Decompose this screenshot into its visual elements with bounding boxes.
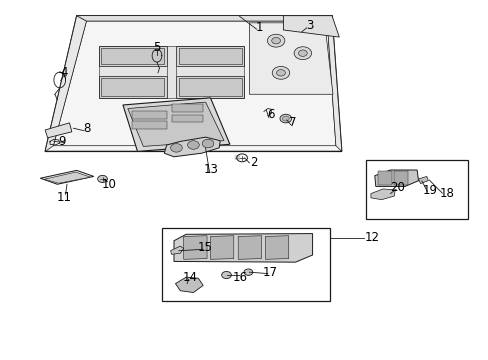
Circle shape [280, 114, 291, 123]
Text: 7: 7 [289, 116, 296, 129]
Polygon shape [179, 78, 242, 96]
Circle shape [272, 66, 289, 79]
Polygon shape [122, 98, 229, 152]
Polygon shape [210, 236, 233, 259]
Text: 1: 1 [255, 21, 262, 33]
Circle shape [98, 175, 107, 183]
Text: 15: 15 [197, 240, 212, 254]
Polygon shape [45, 123, 72, 138]
Polygon shape [170, 246, 183, 254]
Polygon shape [101, 78, 164, 96]
Polygon shape [175, 277, 203, 293]
Polygon shape [131, 111, 166, 119]
Polygon shape [131, 121, 166, 129]
Bar [366, 160, 467, 219]
Text: 13: 13 [203, 163, 219, 176]
Polygon shape [45, 16, 341, 152]
Text: 4: 4 [61, 66, 68, 79]
Text: 8: 8 [82, 122, 90, 135]
Text: 19: 19 [422, 184, 437, 197]
Polygon shape [174, 234, 312, 262]
Text: 11: 11 [57, 191, 72, 204]
Circle shape [267, 34, 285, 47]
Text: 10: 10 [102, 178, 117, 191]
Polygon shape [99, 76, 166, 98]
Polygon shape [99, 46, 166, 66]
Polygon shape [183, 236, 206, 259]
Polygon shape [377, 171, 391, 185]
Text: 5: 5 [153, 41, 161, 54]
Polygon shape [101, 48, 164, 64]
Polygon shape [176, 46, 244, 66]
Circle shape [244, 269, 252, 275]
Polygon shape [166, 46, 176, 98]
Polygon shape [326, 16, 341, 152]
Polygon shape [127, 102, 224, 147]
Text: 3: 3 [306, 19, 313, 32]
Polygon shape [171, 104, 203, 112]
Polygon shape [374, 170, 418, 186]
Circle shape [187, 141, 199, 149]
Polygon shape [265, 236, 288, 259]
Circle shape [298, 50, 306, 57]
Polygon shape [238, 236, 261, 259]
Text: 14: 14 [182, 271, 197, 284]
Text: 6: 6 [267, 108, 274, 121]
Circle shape [221, 271, 231, 279]
Polygon shape [99, 66, 244, 76]
Polygon shape [45, 16, 86, 152]
Text: 12: 12 [364, 231, 379, 244]
Circle shape [293, 47, 311, 60]
Polygon shape [179, 48, 242, 64]
Polygon shape [283, 16, 339, 37]
Text: 16: 16 [233, 271, 247, 284]
Polygon shape [164, 137, 220, 157]
Polygon shape [176, 76, 244, 98]
Polygon shape [40, 170, 94, 184]
Bar [162, 228, 329, 301]
Circle shape [271, 37, 280, 44]
Circle shape [282, 116, 288, 121]
Text: 20: 20 [389, 181, 404, 194]
Text: 18: 18 [439, 187, 454, 200]
Circle shape [276, 69, 285, 76]
Text: 9: 9 [58, 135, 66, 148]
Polygon shape [171, 114, 203, 122]
Polygon shape [393, 171, 407, 185]
Circle shape [202, 139, 213, 148]
Circle shape [170, 144, 182, 152]
Polygon shape [249, 23, 332, 94]
Polygon shape [44, 172, 90, 183]
Polygon shape [77, 16, 331, 21]
Polygon shape [418, 176, 427, 184]
Text: 17: 17 [262, 266, 277, 279]
Polygon shape [370, 189, 394, 200]
Text: 2: 2 [250, 156, 258, 169]
